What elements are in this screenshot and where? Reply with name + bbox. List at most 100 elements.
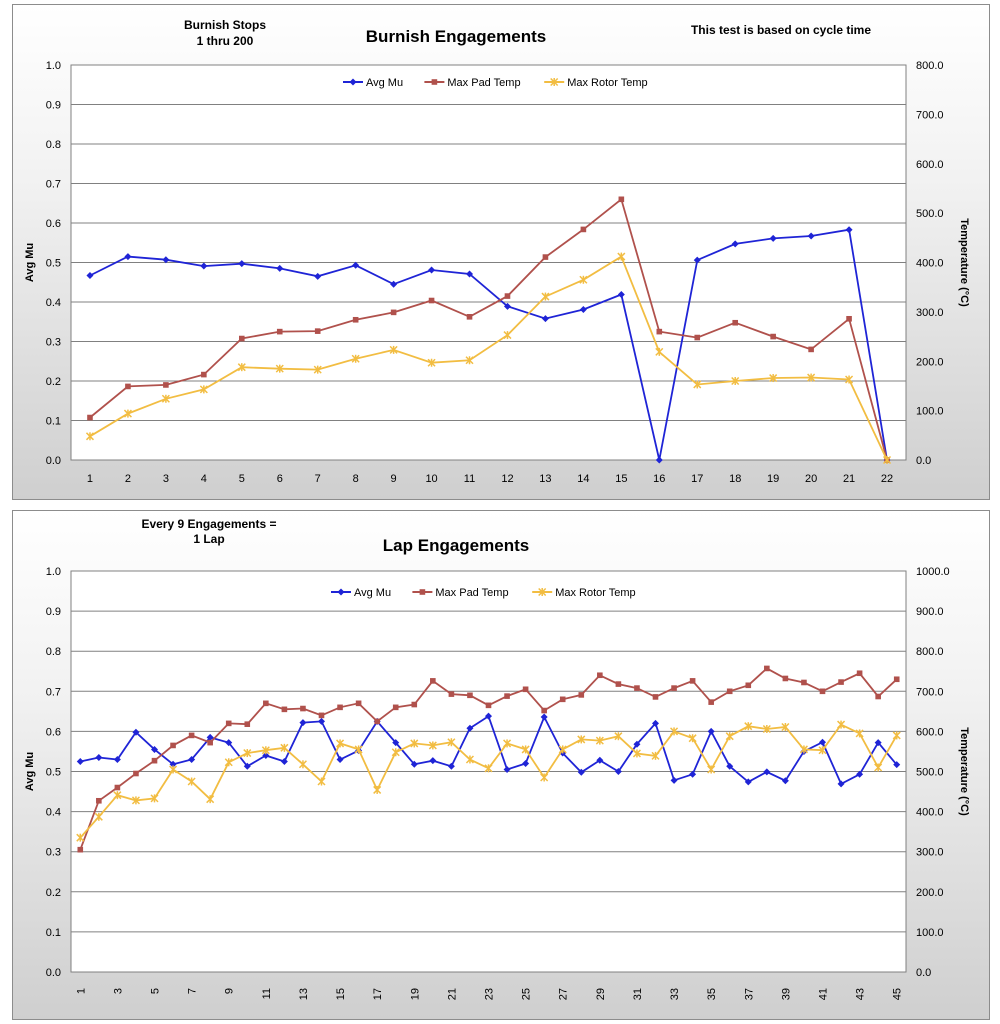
lap-data-point: [893, 676, 900, 683]
lap-data-point: [503, 739, 512, 748]
burnish-y-axis-title: Avg Mu: [24, 243, 36, 282]
burnish-y2-axis-title: Temperature (°C): [958, 218, 970, 307]
lap-data-point: [875, 693, 881, 700]
lap-data-point: [652, 694, 659, 700]
burnish-data-point: [162, 256, 170, 264]
burnish-y2-tick-label: 400.0: [916, 258, 944, 270]
lap-data-point: [411, 701, 418, 708]
lap-data-point: [131, 796, 140, 805]
burnish-y-tick-label: 0.1: [46, 416, 61, 428]
burnish-legend-marker: [550, 77, 559, 87]
lap-annotation: Every 9 Engagements =: [141, 517, 276, 531]
burnish-data-point: [579, 306, 587, 314]
burnish-x-tick-label: 2: [125, 473, 131, 485]
lap-data-point: [633, 740, 641, 748]
burnish-y2-tick-label: 300.0: [916, 307, 944, 319]
burnish-x-tick-label: 18: [729, 473, 741, 485]
lap-data-point: [263, 700, 269, 707]
burnish-data-point: [352, 316, 359, 323]
lap-legend-marker: [419, 589, 426, 595]
burnish-data-point: [390, 280, 398, 288]
lap-data-point: [819, 688, 826, 695]
lap-data-point: [614, 768, 622, 775]
lap-data-point: [671, 685, 677, 691]
lap-data-point: [892, 731, 901, 740]
lap-data-point: [762, 724, 771, 734]
lap-data-point: [114, 784, 121, 791]
lap-y2-tick-label: 100.0: [916, 927, 944, 939]
burnish-x-tick-label: 6: [277, 473, 283, 485]
lap-x-tick-label: 21: [446, 988, 458, 1000]
lap-data-point: [503, 765, 511, 773]
lap-data-point: [169, 760, 177, 768]
burnish-y-tick-label: 0.7: [46, 179, 61, 191]
lap-data-point: [188, 732, 195, 739]
lap-x-tick-label: 43: [855, 988, 867, 1000]
burnish-y-tick-label: 0.6: [46, 218, 61, 230]
lap-data-point: [170, 742, 176, 749]
burnish-series-max-rotor-temp: [85, 252, 892, 465]
lap-x-tick-label: 27: [558, 988, 570, 1000]
burnish-x-tick-label: 9: [391, 473, 397, 485]
lap-y2-tick-label: 0.0: [916, 967, 931, 979]
lap-data-point: [595, 736, 604, 745]
lap-legend-label: Max Pad Temp: [435, 587, 508, 599]
lap-data-point: [188, 755, 196, 763]
lap-data-point: [392, 739, 400, 747]
lap-y-tick-label: 0.8: [46, 646, 61, 658]
burnish-x-tick-label: 22: [881, 473, 893, 485]
burnish-data-point: [618, 196, 625, 203]
burnish-x-tick-label: 11: [464, 473, 475, 485]
lap-x-tick-label: 19: [409, 988, 421, 1000]
lap-chart-title: Lap Engagements: [383, 536, 529, 555]
lap-data-point: [300, 705, 306, 712]
lap-x-tick-label: 3: [112, 988, 124, 994]
burnish-data-point: [86, 272, 94, 280]
lap-data-point: [614, 732, 623, 741]
lap-y2-tick-label: 200.0: [916, 887, 944, 899]
burnish-data-point: [87, 414, 93, 421]
lap-y-axis-title: Avg Mu: [24, 752, 36, 791]
lap-x-tick-label: 45: [892, 988, 904, 1000]
lap-data-point: [298, 760, 307, 769]
burnish-y2-tick-label: 700.0: [916, 109, 944, 121]
burnish-data-point: [769, 374, 778, 383]
burnish-data-point: [200, 262, 208, 270]
lap-data-point: [744, 778, 752, 786]
burnish-data-point: [276, 328, 283, 335]
lap-legend-label: Max Rotor Temp: [555, 587, 636, 599]
lap-y-tick-label: 0.0: [46, 967, 61, 979]
lap-data-point: [447, 762, 455, 770]
lap-x-tick-label: 13: [298, 988, 310, 1000]
burnish-legend: Avg Mu Max Pad Temp Max Rotor Temp: [343, 77, 648, 89]
lap-y2-axis-title: Temperature (°C): [958, 727, 970, 816]
burnish-data-point: [808, 346, 814, 353]
burnish-y-tick-label: 0.5: [46, 258, 61, 270]
lap-data-point: [207, 739, 213, 746]
burnish-data-point: [656, 328, 663, 335]
lap-y2-tick-label: 300.0: [916, 847, 944, 859]
burnish-data-point: [390, 309, 397, 316]
burnish-data-point: [731, 376, 740, 386]
lap-data-point: [688, 734, 697, 743]
lap-data-point: [634, 685, 640, 691]
lap-data-point: [893, 761, 901, 769]
lap-data-point: [429, 757, 437, 765]
lap-data-point: [355, 700, 362, 707]
burnish-data-point: [693, 256, 701, 264]
lap-data-point: [448, 691, 455, 697]
burnish-data-point: [580, 226, 587, 233]
burnish-y-tick-label: 0.0: [46, 455, 61, 467]
burnish-chart-panel: 0.0 0.1 0.2 0.3 0.4 0.5 0.6 0.7 0.8 0.9 1.0 0.0 100.…: [12, 4, 990, 500]
lap-data-point: [133, 770, 139, 777]
lap-data-point: [485, 712, 492, 720]
burnish-annotation: This test is based on cycle time: [691, 23, 871, 37]
lap-y-tick-label: 0.3: [46, 847, 61, 859]
lap-data-point: [261, 746, 270, 755]
lap-data-point: [540, 773, 549, 782]
burnish-data-point: [389, 345, 398, 354]
lap-data-point: [707, 765, 716, 774]
lap-data-point: [336, 755, 344, 763]
burnish-series-line: [89, 228, 888, 461]
burnish-x-tick-label: 15: [615, 473, 627, 485]
